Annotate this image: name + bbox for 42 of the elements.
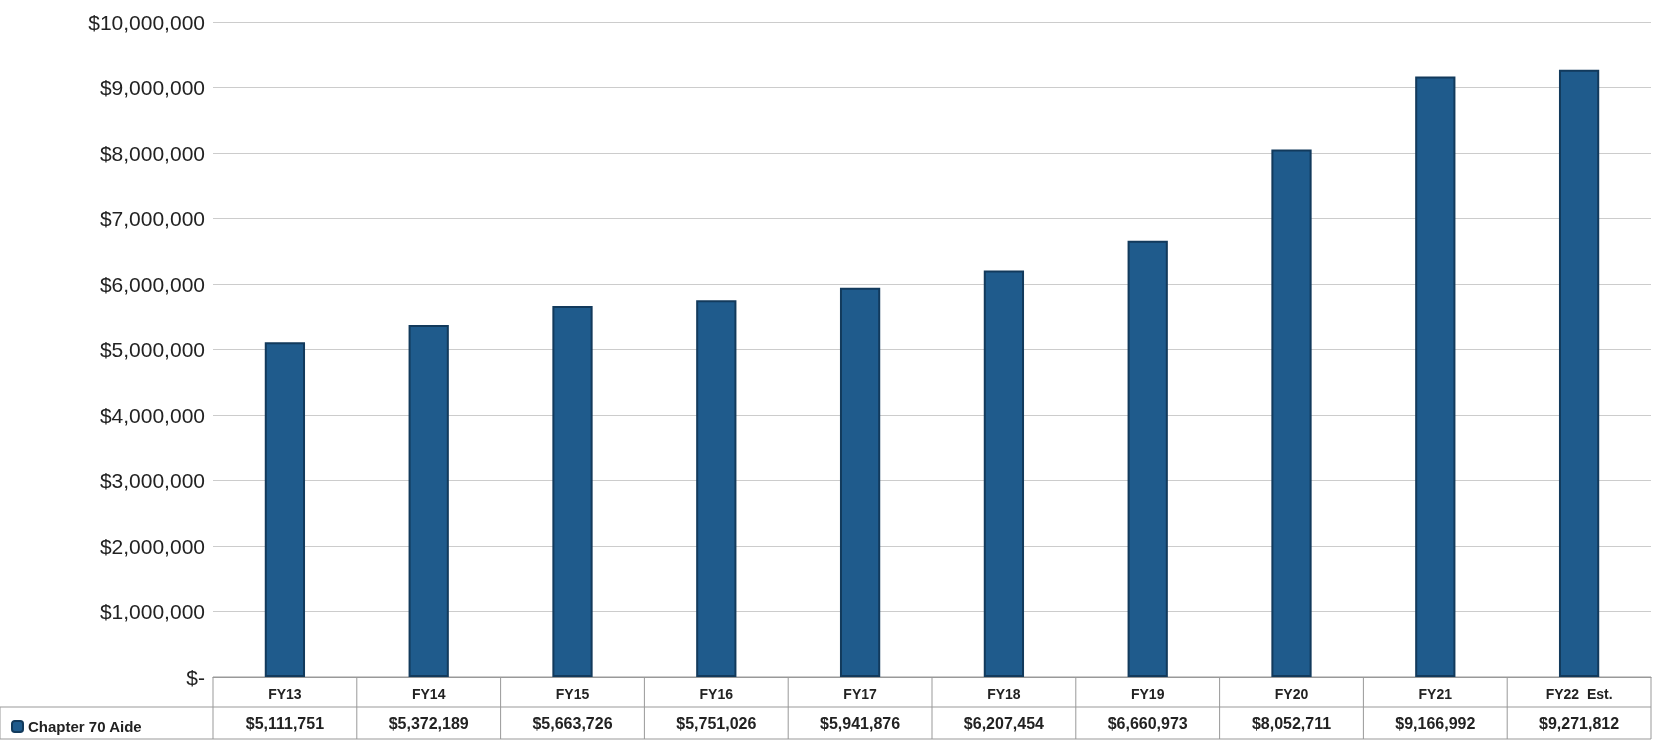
bar <box>983 270 1025 677</box>
x-tick-label: FY21 <box>1418 686 1453 702</box>
y-tick-label: $- <box>186 665 205 689</box>
y-tick-label: $1,000,000 <box>99 600 205 623</box>
data-label: $5,751,026 <box>676 714 757 732</box>
y-tick-label: $4,000,000 <box>99 403 205 427</box>
bar <box>1415 76 1456 677</box>
x-tick-label: FY17 <box>843 686 878 702</box>
legend-label: Chapter 70 Aide <box>28 718 142 735</box>
bar <box>552 306 593 677</box>
bar <box>1271 149 1312 677</box>
x-tick-label: FY22 Est. <box>1545 686 1613 702</box>
data-label: $9,166,992 <box>1395 714 1476 732</box>
bar <box>1558 69 1600 677</box>
x-tick-label: FY15 <box>555 686 590 702</box>
data-label: $6,660,973 <box>1107 714 1188 732</box>
y-tick-label: $9,000,000 <box>99 76 205 99</box>
y-tick-label: $6,000,000 <box>99 272 205 296</box>
x-tick-label: FY16 <box>699 686 734 702</box>
x-tick-label: FY18 <box>987 686 1021 702</box>
y-tick-label: $2,000,000 <box>99 534 205 558</box>
data-label: $9,271,812 <box>1539 714 1620 732</box>
y-tick-label: $3,000,000 <box>99 469 205 492</box>
bar <box>408 325 449 677</box>
x-tick-label: FY14 <box>411 686 446 702</box>
data-label: $5,372,189 <box>388 714 469 732</box>
data-label: $5,111,751 <box>245 714 325 732</box>
bar <box>696 300 737 677</box>
y-tick-label: $8,000,000 <box>99 141 205 165</box>
data-label: $8,052,711 <box>1251 714 1332 732</box>
data-label: $6,207,454 <box>963 714 1045 732</box>
bar <box>1127 240 1168 677</box>
data-label: $5,941,876 <box>820 714 901 732</box>
data-label: $5,663,726 <box>532 714 613 732</box>
bar <box>839 287 881 677</box>
y-tick-label: $7,000,000 <box>99 207 205 230</box>
x-tick-label: FY20 <box>1274 686 1309 702</box>
bar <box>264 342 306 677</box>
x-tick-label: FY13 <box>268 686 302 702</box>
x-tick-label: FY19 <box>1130 686 1165 702</box>
y-tick-label: $5,000,000 <box>99 338 205 361</box>
y-tick-label: $10,000,000 <box>88 10 205 34</box>
